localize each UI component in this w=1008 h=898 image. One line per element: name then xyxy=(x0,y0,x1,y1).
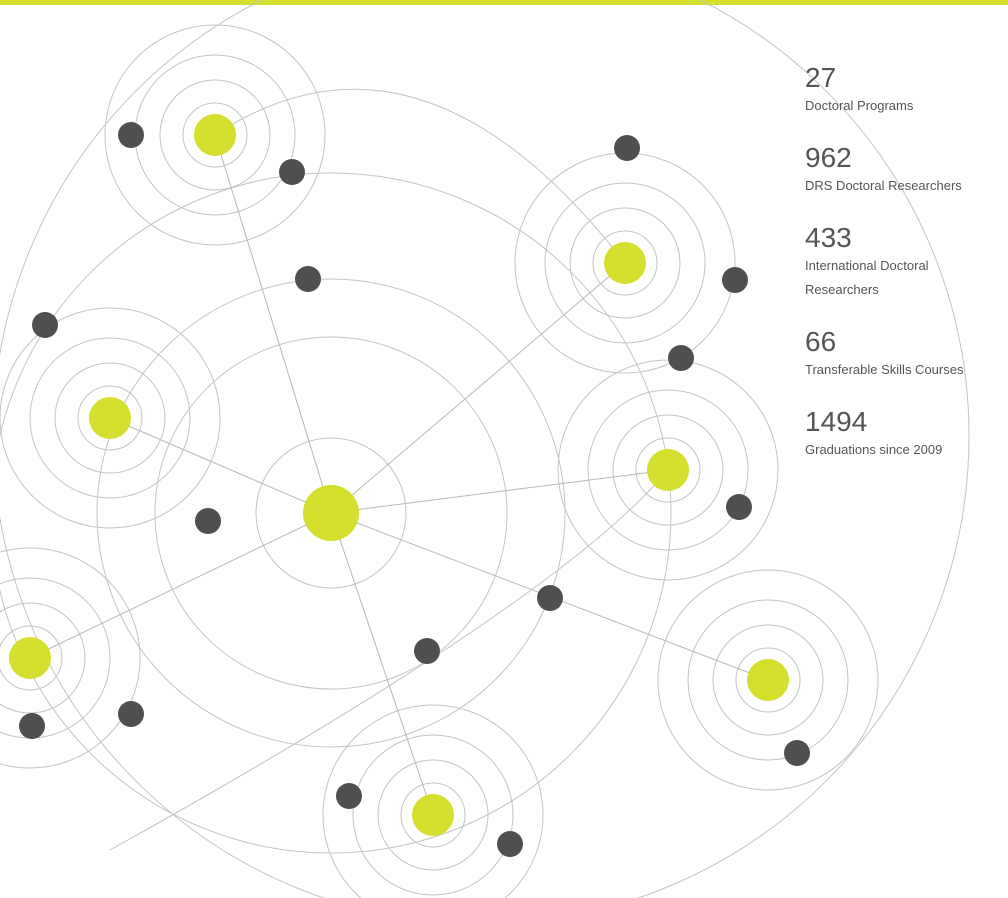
stat: 1494 Graduations since 2009 xyxy=(805,406,1005,462)
dot xyxy=(614,135,640,161)
hub xyxy=(89,397,131,439)
ring xyxy=(109,469,669,851)
ring xyxy=(154,336,508,690)
ring xyxy=(214,88,626,264)
stat-value: 27 xyxy=(805,62,837,93)
ring xyxy=(687,599,849,761)
ring xyxy=(0,625,63,691)
dot xyxy=(19,713,45,739)
dot xyxy=(414,638,440,664)
hub xyxy=(604,242,646,284)
ring xyxy=(587,389,749,551)
ring xyxy=(557,359,779,581)
ring xyxy=(712,624,824,736)
ring xyxy=(54,362,166,474)
hub xyxy=(194,114,236,156)
hub xyxy=(303,485,359,541)
ring xyxy=(400,782,466,848)
ring xyxy=(0,172,672,854)
link xyxy=(330,512,434,816)
ring xyxy=(96,278,566,748)
link xyxy=(29,512,332,659)
stat-value: 433 xyxy=(805,222,852,253)
hub xyxy=(412,794,454,836)
stat-label: DRS Doctoral Researchers xyxy=(805,178,962,193)
link xyxy=(330,469,669,514)
stat-label: Graduations since 2009 xyxy=(805,442,943,457)
dot xyxy=(32,312,58,338)
hub xyxy=(747,659,789,701)
ring xyxy=(0,602,86,714)
stat-label: Doctoral Programs xyxy=(805,98,914,113)
link xyxy=(109,417,332,514)
stat: 66 Transferable Skills Courses xyxy=(805,326,1005,382)
stat-label: Transferable Skills Courses xyxy=(805,362,964,377)
dot xyxy=(722,267,748,293)
dot xyxy=(295,266,321,292)
dot xyxy=(118,122,144,148)
hub xyxy=(9,637,51,679)
ring xyxy=(377,759,489,871)
dot xyxy=(336,783,362,809)
top-bar xyxy=(0,0,1008,5)
dot xyxy=(118,701,144,727)
ring xyxy=(29,337,191,499)
ring xyxy=(544,182,706,344)
ring xyxy=(0,0,970,898)
stats-list: 27 Doctoral Programs 962 DRS Doctoral Resea… xyxy=(805,62,1005,486)
stat-value: 66 xyxy=(805,326,837,357)
ring xyxy=(159,79,271,191)
link xyxy=(330,262,626,514)
dot xyxy=(726,494,752,520)
ring xyxy=(0,547,141,769)
ring xyxy=(182,102,248,168)
stat: 27 Doctoral Programs xyxy=(805,62,1005,118)
ring xyxy=(77,385,143,451)
ring xyxy=(612,414,724,526)
link xyxy=(214,134,332,514)
dot xyxy=(195,508,221,534)
dot xyxy=(537,585,563,611)
dot xyxy=(784,740,810,766)
ring xyxy=(104,24,326,246)
ring xyxy=(657,569,879,791)
ring xyxy=(255,437,407,589)
ring xyxy=(569,207,681,319)
ring xyxy=(0,307,221,529)
ring xyxy=(322,704,544,898)
ring xyxy=(592,230,658,296)
stat-value: 1494 xyxy=(805,406,868,437)
dot xyxy=(668,345,694,371)
dot xyxy=(279,159,305,185)
stat: 962 DRS Doctoral Researchers xyxy=(805,142,1005,198)
stat-label: International Doctoral Researchers xyxy=(805,258,929,297)
stat: 433 International Doctoral Researchers xyxy=(805,222,1005,302)
dot xyxy=(497,831,523,857)
ring xyxy=(352,734,514,896)
ring xyxy=(735,647,801,713)
stat-value: 962 xyxy=(805,142,852,173)
hub xyxy=(647,449,689,491)
ring xyxy=(635,437,701,503)
